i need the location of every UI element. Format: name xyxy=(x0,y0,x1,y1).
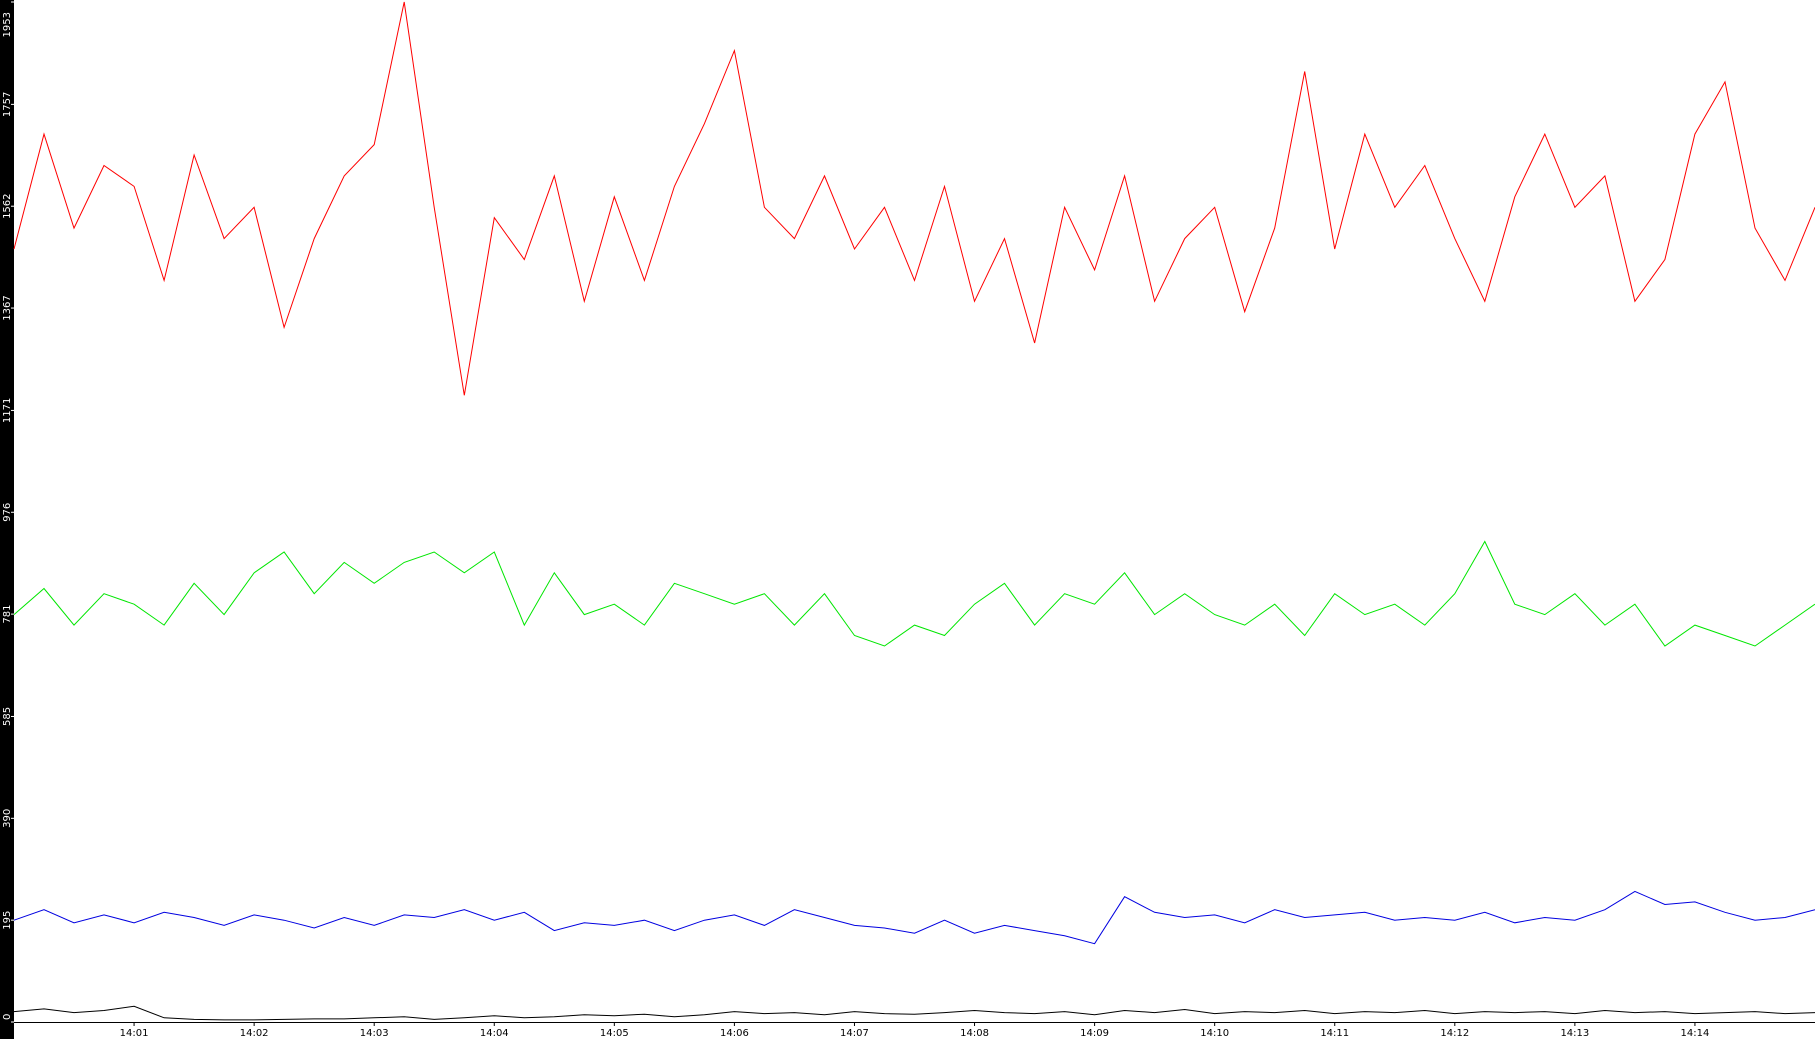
x-tick-label: 14:05 xyxy=(600,1028,629,1039)
y-tick-label: 976 xyxy=(2,503,13,522)
x-tick-label: 14:13 xyxy=(1560,1028,1589,1039)
series-line xyxy=(13,540,1815,647)
x-tick-label: 14:11 xyxy=(1320,1028,1349,1039)
x-tick-label: 14:08 xyxy=(960,1028,989,1039)
y-axis-strip xyxy=(0,0,14,1039)
series-line xyxy=(13,1005,1815,1021)
x-tick-label: 14:07 xyxy=(840,1028,869,1039)
y-tick-label: 1171 xyxy=(2,398,13,423)
x-tick-label: 14:10 xyxy=(1200,1028,1229,1039)
y-tick-label: 1367 xyxy=(2,295,13,320)
y-tick-label: 585 xyxy=(2,707,13,726)
x-tick-label: 14:12 xyxy=(1440,1028,1469,1039)
x-tick-label: 14:09 xyxy=(1080,1028,1109,1039)
x-tick-label: 14:01 xyxy=(120,1028,149,1039)
x-tick-label: 14:06 xyxy=(720,1028,749,1039)
y-tick-label: 195 xyxy=(2,911,13,930)
y-tick-label: 1562 xyxy=(2,193,13,218)
y-tick-label: 1953 xyxy=(2,12,13,37)
series-line xyxy=(13,1,1815,396)
x-tick-label: 14:02 xyxy=(240,1028,269,1039)
y-tick-label: 390 xyxy=(2,809,13,828)
x-tick-label: 14:04 xyxy=(480,1028,509,1039)
y-tick-label: 1757 xyxy=(2,92,13,117)
y-tick-label: 0 xyxy=(2,1014,13,1020)
y-tick-label: 781 xyxy=(2,605,13,624)
x-tick-label: 14:03 xyxy=(360,1028,389,1039)
x-tick-label: 14:14 xyxy=(1681,1028,1710,1039)
series-line xyxy=(13,890,1815,945)
